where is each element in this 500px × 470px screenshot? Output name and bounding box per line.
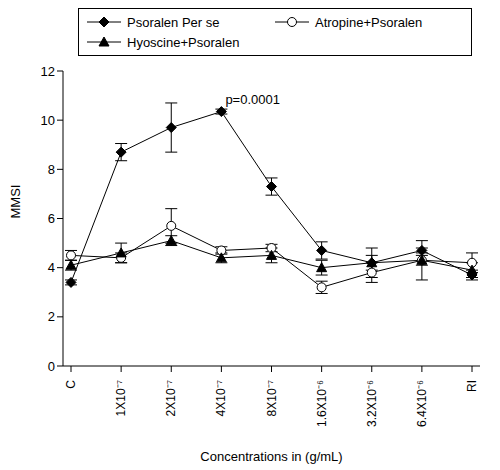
html-text:Psoralen Per se: Psoralen Per se: [127, 14, 220, 30]
svg-text:p=0.0001: p=0.0001: [225, 92, 280, 107]
svg-text:2X10⁻⁷: 2X10⁻⁷: [164, 380, 178, 416]
svg-text:2: 2: [48, 309, 55, 324]
svg-text:4: 4: [48, 260, 55, 275]
html-text:Hyoscine+Psoralen: Hyoscine+Psoralen: [127, 34, 240, 50]
svg-text:8X10⁻⁷: 8X10⁻⁷: [265, 380, 279, 416]
svg-text:3.2X10⁻⁶: 3.2X10⁻⁶: [365, 380, 379, 427]
svg-text:0: 0: [48, 359, 55, 374]
svg-text:Concentrations in (g/mL): Concentrations in (g/mL): [200, 449, 342, 464]
html-text:Atropine+Psoralen: Atropine+Psoralen: [315, 14, 423, 30]
svg-text:RI: RI: [465, 380, 479, 392]
svg-text:1X10⁻⁷: 1X10⁻⁷: [114, 380, 128, 416]
svg-text:MMSI: MMSI: [8, 185, 23, 219]
svg-text:8: 8: [48, 162, 55, 177]
svg-text:C: C: [64, 380, 78, 389]
svg-text:4X10⁻⁷: 4X10⁻⁷: [214, 380, 228, 416]
svg-text:6: 6: [48, 211, 55, 226]
svg-text:6.4X10⁻⁶: 6.4X10⁻⁶: [415, 380, 429, 427]
svg-text:10: 10: [41, 113, 55, 128]
svg-text:12: 12: [41, 64, 55, 79]
svg-text:1.6X10⁻⁶: 1.6X10⁻⁶: [315, 380, 329, 427]
